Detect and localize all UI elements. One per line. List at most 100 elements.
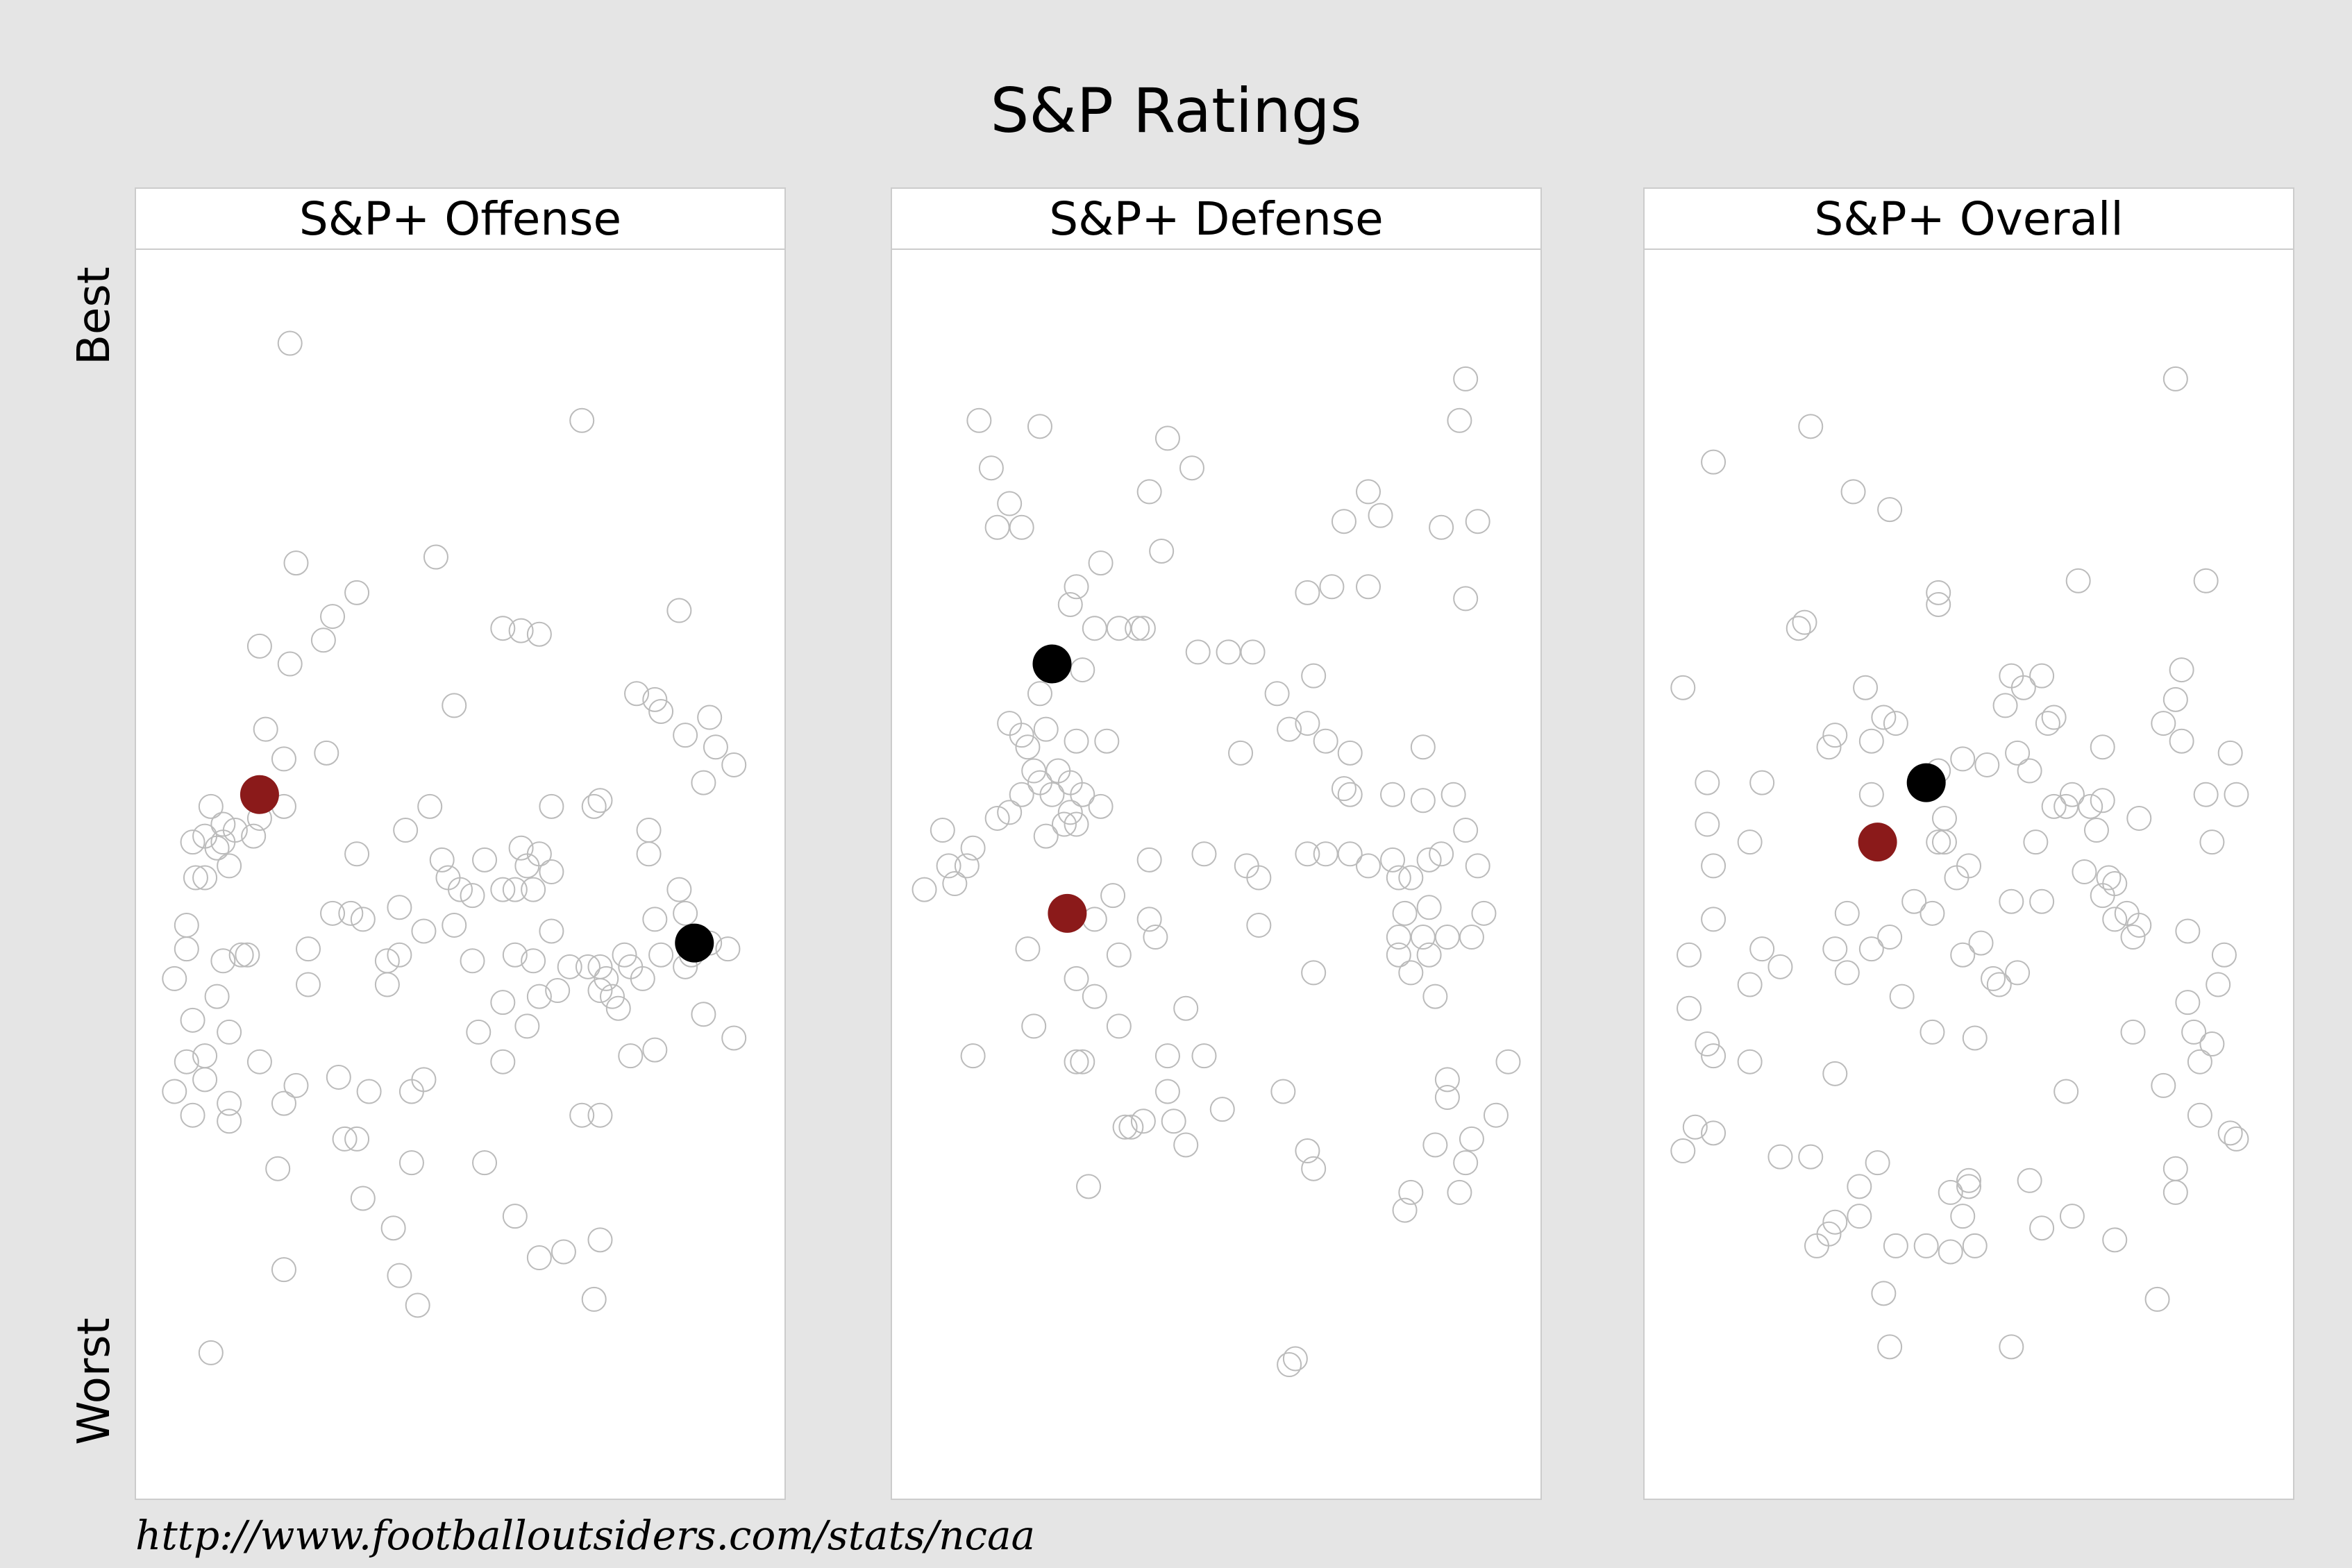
team-point: [1701, 1120, 1727, 1146]
team-point: [1956, 1174, 1981, 1199]
team-point: [1337, 740, 1363, 766]
team-point: [192, 1043, 218, 1069]
team-point: [210, 829, 236, 855]
team-point: [2035, 711, 2060, 736]
team-point: [1974, 752, 2000, 777]
team-point: [387, 942, 412, 968]
team-point: [666, 877, 692, 902]
team-point: [1834, 900, 1860, 926]
team-point: [217, 1019, 242, 1045]
team-point: [1822, 723, 1848, 748]
team-point: [2175, 918, 2201, 944]
team-point: [2199, 829, 2225, 855]
team-point: [1179, 455, 1204, 481]
panel-title: S&P+ Overall: [1814, 192, 2123, 246]
team-point: [2102, 1227, 2128, 1253]
team-point: [2162, 1179, 2188, 1205]
team-point: [1422, 1132, 1448, 1158]
team-point: [1009, 514, 1034, 540]
team-point: [1033, 823, 1059, 849]
team-point: [1822, 1061, 1848, 1086]
team-point: [605, 995, 631, 1021]
team-point: [1106, 1013, 1132, 1039]
team-point: [1130, 1108, 1156, 1134]
team-point: [180, 1102, 205, 1128]
team-point: [2162, 686, 2188, 712]
team-point: [314, 740, 339, 766]
highlight-point-red: [1858, 823, 1897, 862]
team-point: [1453, 586, 1479, 612]
team-point: [1295, 711, 1320, 736]
team-point: [1926, 580, 1951, 605]
team-point: [271, 746, 296, 772]
team-point: [1125, 616, 1150, 641]
team-point: [1695, 811, 1720, 837]
team-point: [2090, 788, 2115, 813]
team-point: [1209, 1097, 1235, 1122]
team-point: [356, 1079, 382, 1104]
team-point: [1070, 782, 1095, 807]
team-point: [1956, 1167, 1981, 1193]
team-point: [2199, 1031, 2225, 1057]
team-point: [1701, 907, 1727, 932]
team-point: [1240, 639, 1266, 665]
team-point: [1057, 800, 1083, 825]
team-point: [1191, 841, 1217, 867]
team-point: [1277, 1352, 1302, 1378]
team-point: [966, 407, 992, 433]
team-point: [1737, 972, 1763, 997]
team-point: [1021, 1013, 1047, 1039]
team-point: [1277, 716, 1302, 742]
team-point: [210, 811, 236, 837]
team-point: [2151, 711, 2176, 736]
team-point: [618, 1043, 644, 1069]
team-point: [1021, 758, 1047, 784]
team-point: [2102, 907, 2128, 932]
team-point: [1356, 479, 1381, 505]
team-point: [521, 877, 546, 902]
team-point: [338, 900, 364, 926]
team-point: [1161, 1108, 1186, 1134]
team-point: [1082, 984, 1107, 1009]
team-point: [1143, 925, 1168, 950]
team-point: [429, 847, 455, 872]
team-point: [1106, 942, 1132, 968]
team-point: [539, 859, 564, 884]
panels-group: S&P+ Offense S&P+ Defense S&P+ Overall: [135, 187, 2294, 1500]
team-point: [490, 990, 516, 1015]
team-point: [1088, 793, 1114, 819]
team-point: [1313, 728, 1338, 754]
team-point: [1495, 1049, 1521, 1074]
team-point: [1088, 550, 1114, 576]
team-point: [1877, 1334, 1903, 1360]
team-point: [1398, 1179, 1424, 1205]
team-point: [2120, 1019, 2146, 1045]
team-point: [332, 1126, 358, 1152]
team-point: [1228, 740, 1254, 766]
team-point: [405, 1292, 430, 1318]
team-point: [1847, 1204, 1872, 1229]
team-point: [691, 1002, 716, 1027]
team-point: [1039, 782, 1065, 807]
team-point: [1871, 1281, 1897, 1306]
team-point: [2162, 366, 2188, 391]
team-point: [2059, 1204, 2085, 1229]
team-point: [2126, 912, 2152, 938]
team-point: [1986, 972, 2012, 997]
team-point: [1465, 509, 1490, 534]
team-point: [265, 1156, 291, 1181]
team-point: [1416, 895, 1442, 920]
team-point: [648, 698, 674, 724]
team-point: [703, 734, 728, 760]
team-point: [283, 550, 309, 576]
team-point: [1816, 734, 1842, 760]
team-point: [630, 966, 655, 991]
team-point: [1701, 1043, 1727, 1069]
team-point: [1920, 900, 1945, 926]
team-point: [217, 1090, 242, 1116]
team-point: [1834, 960, 1860, 986]
team-point: [174, 1049, 199, 1074]
team-point: [960, 835, 986, 861]
team-point: [2023, 829, 2049, 855]
team-point: [183, 865, 208, 891]
